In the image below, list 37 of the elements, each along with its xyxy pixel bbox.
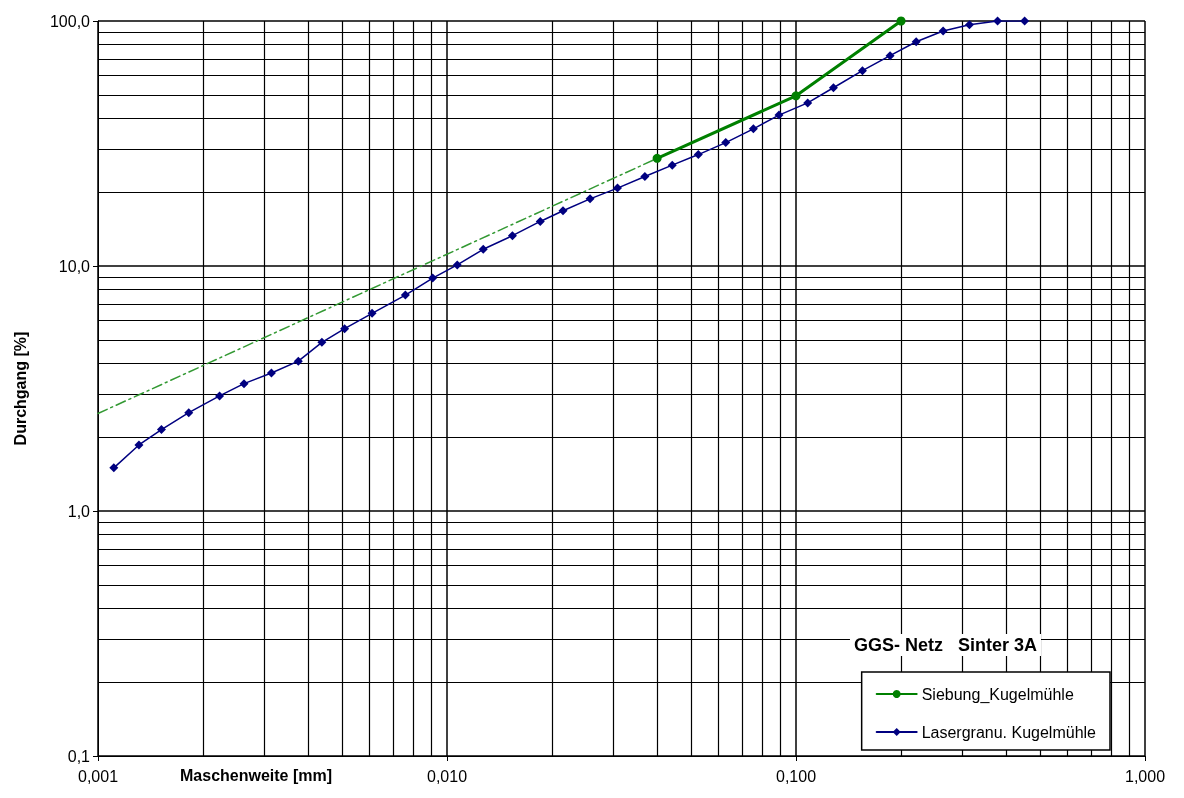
legend-label: Siebung_Kugelmühle: [921, 685, 1074, 704]
point: [721, 138, 731, 148]
point: [452, 260, 462, 270]
x-tick-label: 0,001: [77, 767, 119, 785]
x-tick-label: 1,000: [1124, 767, 1166, 785]
y-tick-label: 100,0: [49, 12, 91, 30]
point: [156, 425, 166, 435]
point: [317, 337, 327, 347]
point: [693, 150, 703, 160]
point: [613, 183, 622, 193]
point: [774, 110, 784, 120]
point: [828, 83, 838, 93]
point: [857, 66, 867, 76]
y-axis-title: Durchgang [%]: [11, 331, 29, 446]
y-tick-label: 10,0: [58, 257, 91, 275]
legend-label: Lasergranu. Kugelmühle: [921, 723, 1097, 741]
point: [184, 408, 194, 418]
point: [667, 160, 677, 170]
y-tick-label: 1,0: [67, 502, 91, 520]
point: [911, 37, 921, 47]
point: [640, 171, 650, 181]
point: [964, 20, 974, 30]
point: [507, 231, 517, 241]
point: [239, 379, 249, 389]
point: [938, 26, 948, 36]
point: [266, 368, 276, 378]
point: [478, 244, 488, 254]
point: [535, 216, 545, 226]
point: [293, 356, 303, 366]
legend-title: GGS- Netz Sinter 3A: [853, 635, 1038, 655]
point: [400, 290, 410, 300]
point: [803, 98, 813, 108]
x-tick-label: 0,010: [426, 767, 468, 785]
point: [748, 124, 758, 134]
y-tick-label: 0,1: [67, 747, 91, 765]
x-tick-label: 0,100: [775, 767, 817, 785]
x-axis-title: Maschenweite [mm]: [180, 766, 333, 784]
